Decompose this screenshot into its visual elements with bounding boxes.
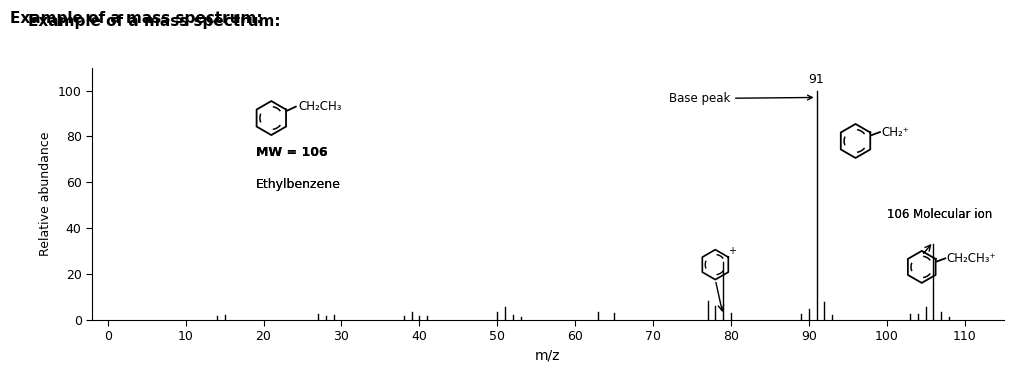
Text: MW = 106: MW = 106 [256, 146, 328, 159]
Text: Ethylbenzene: Ethylbenzene [256, 177, 341, 191]
Text: MW = 106: MW = 106 [256, 146, 328, 159]
Text: Ethylbenzene: Ethylbenzene [256, 177, 341, 191]
Text: Example of a mass spectrum:: Example of a mass spectrum: [29, 14, 281, 29]
Text: 91: 91 [809, 73, 824, 86]
Y-axis label: Relative abundance: Relative abundance [39, 131, 52, 256]
Text: CH₂CH₃⁺: CH₂CH₃⁺ [947, 252, 996, 265]
Text: 106 Molecular ion: 106 Molecular ion [887, 208, 992, 221]
X-axis label: m/z: m/z [536, 349, 560, 362]
Text: +: + [728, 246, 736, 256]
Text: Base peak: Base peak [669, 92, 812, 105]
Text: 106 Molecular ion: 106 Molecular ion [887, 208, 992, 221]
Text: CH₂CH₃: CH₂CH₃ [298, 100, 342, 113]
Text: Example of a mass spectrum:: Example of a mass spectrum: [10, 11, 263, 26]
Text: CH₂⁺: CH₂⁺ [882, 126, 909, 139]
